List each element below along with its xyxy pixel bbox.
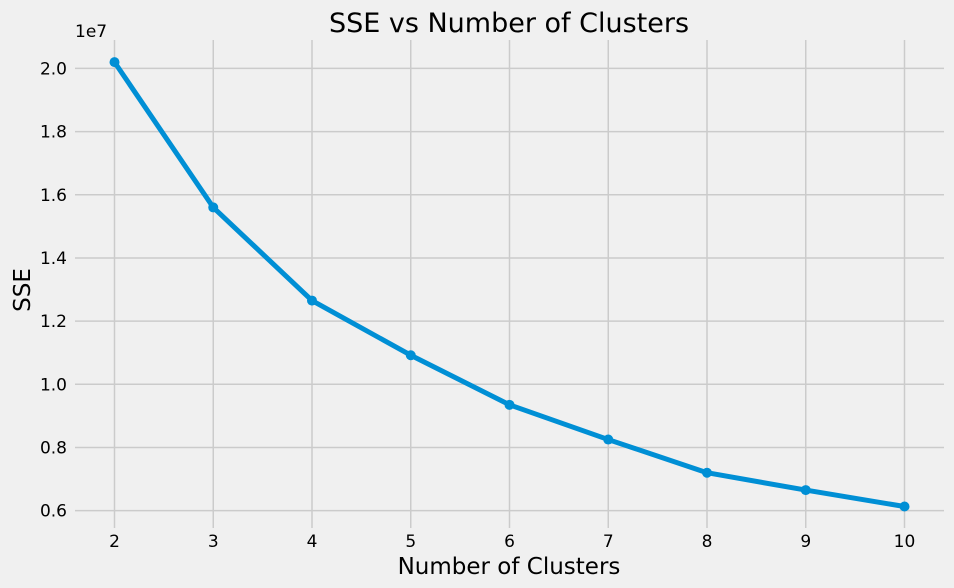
y-tick-label: 1.0	[40, 375, 67, 395]
y-tick-labels: 0.6 0.8 1.0 1.2 1.4 1.6 1.8 2.0	[40, 59, 67, 521]
x-tick-label: 7	[603, 532, 614, 552]
data-point	[504, 399, 515, 410]
data-point	[405, 350, 416, 361]
chart-title: SSE vs Number of Clusters	[329, 8, 689, 39]
grid	[75, 40, 944, 528]
y-tick-label: 1.2	[40, 312, 67, 332]
y-tick-label: 2.0	[40, 59, 67, 79]
x-tick-label: 5	[405, 532, 416, 552]
x-axis-label: Number of Clusters	[398, 554, 621, 580]
x-tick-label: 10	[894, 532, 916, 552]
x-tick-label: 2	[109, 532, 120, 552]
y-tick-label: 1.4	[40, 249, 67, 269]
series-layer	[109, 57, 910, 512]
x-tick-label: 8	[702, 532, 713, 552]
x-tick-labels: 2 3 4 5 6 7 8 9 10	[109, 532, 915, 552]
y-tick-label: 1.8	[40, 123, 67, 143]
y-axis-label: SSE	[10, 268, 36, 312]
data-point	[208, 202, 219, 213]
y-axis-offset-label: 1e7	[75, 22, 107, 42]
data-point	[307, 295, 317, 306]
data-point	[603, 434, 614, 445]
x-tick-label: 4	[307, 532, 318, 552]
x-tick-label: 6	[504, 532, 515, 552]
x-tick-label: 9	[800, 532, 811, 552]
y-tick-label: 0.8	[40, 438, 67, 458]
data-point	[109, 57, 120, 68]
y-tick-label: 0.6	[40, 502, 67, 522]
data-point	[899, 501, 910, 512]
data-point	[800, 485, 811, 496]
data-point	[702, 467, 712, 478]
y-tick-label: 1.6	[40, 186, 67, 206]
x-tick-label: 3	[208, 532, 219, 552]
